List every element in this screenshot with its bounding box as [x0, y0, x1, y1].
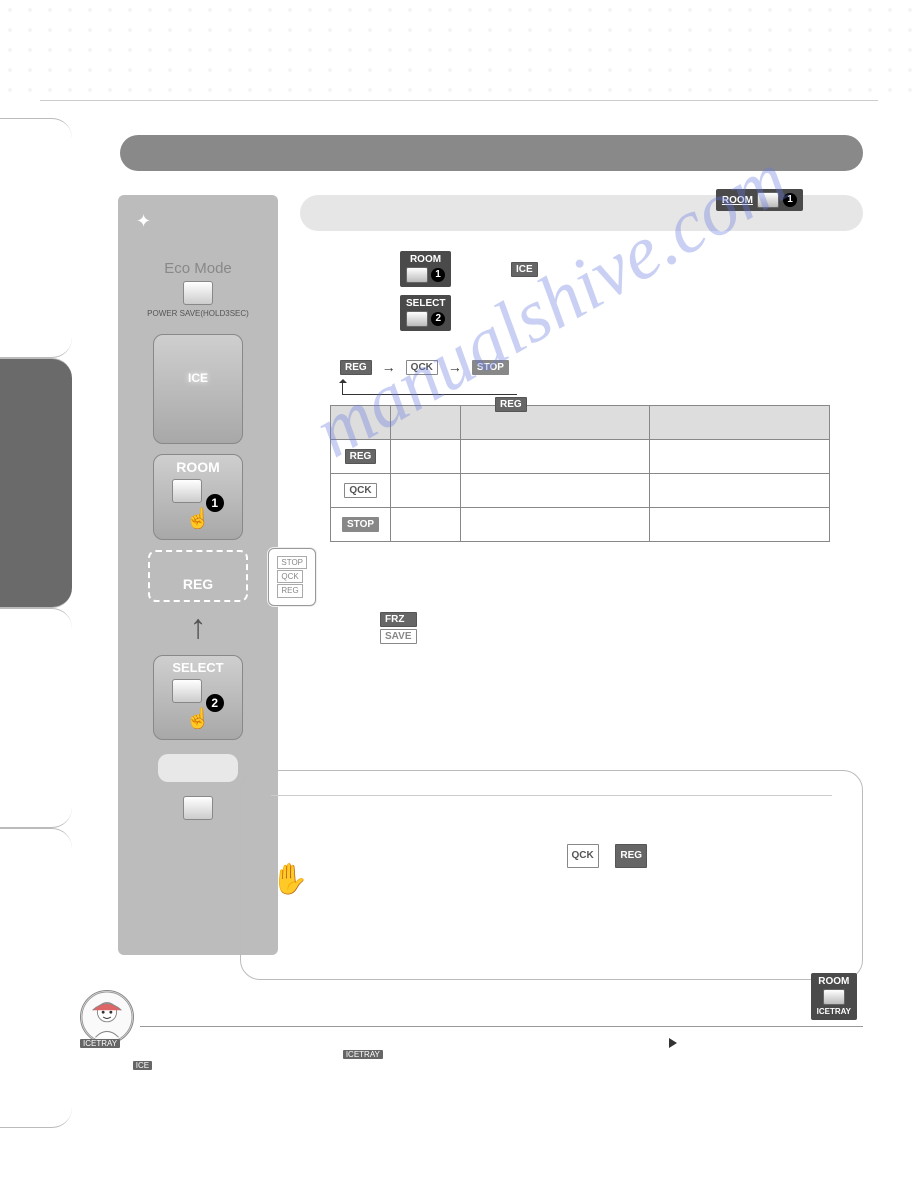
avatar-icon	[81, 991, 133, 1043]
finger-icon-2: ☝	[154, 706, 242, 731]
ice-indicator: ICE	[188, 371, 208, 385]
attention-rule	[140, 1026, 863, 1027]
corner-icetray-label: ICETRAY	[817, 1007, 851, 1016]
flow-arrow-1: →	[382, 359, 396, 375]
frz-tag: FRZ	[380, 612, 417, 627]
room-chip-heading: ROOM 1	[716, 189, 803, 211]
popup-qck: QCK	[277, 570, 302, 583]
mode-flow: REG → QCK → STOP REG	[340, 359, 863, 375]
info-qck-tag: QCK	[567, 844, 599, 868]
table-header-3	[461, 406, 650, 440]
step2-badge: 2	[431, 312, 445, 326]
operator-avatar	[80, 990, 134, 1044]
header-rule	[40, 100, 878, 101]
hand-icon: ✋	[271, 850, 537, 910]
popup-reg: REG	[277, 584, 302, 597]
content-area: ROOM 1 ROOM 1 ICE SELECT 2	[300, 195, 863, 644]
flow-arrow-2: →	[448, 359, 462, 375]
select-button-area: SELECT 2 ☝	[153, 655, 243, 740]
row-qck-tag: QCK	[344, 483, 376, 498]
corner-room-chip: ROOM ICETRAY	[811, 973, 857, 1020]
reg-label: REG	[183, 576, 213, 592]
ice-display: ICE	[153, 334, 243, 444]
row-reg-tag: REG	[345, 449, 377, 464]
room-button-label: ROOM	[154, 459, 242, 475]
step2-select-label: SELECT	[406, 298, 445, 309]
step2-select-button[interactable]	[406, 311, 428, 327]
flow-under-reg: REG	[495, 397, 527, 412]
step-1-row: ROOM 1 ICE	[400, 251, 863, 287]
finger-icon-1: ☝	[154, 506, 242, 531]
power-save-sub: POWER SAVE(HOLD3SEC)	[126, 309, 270, 318]
left-tab-1	[0, 118, 72, 358]
left-tabs	[0, 118, 72, 1128]
attention-body: ICETRAY ICE ICETRAY	[80, 1038, 863, 1071]
icetray-tag-2: ICETRAY	[343, 1050, 383, 1059]
corner-room-label: ROOM	[818, 976, 849, 987]
bottom-button[interactable]	[183, 796, 213, 820]
under-bubble	[158, 754, 238, 782]
section-heading-bar	[120, 135, 863, 171]
attention-section: ICETRAY ICE ICETRAY ROOM	[80, 990, 863, 1044]
flow-stop: STOP	[472, 360, 509, 375]
info-box: ✋ QCK REG	[240, 770, 863, 980]
table-row: REG	[331, 440, 830, 474]
flow-return-arrow	[342, 381, 517, 395]
table-row: QCK	[331, 474, 830, 508]
table-header-4	[650, 406, 830, 440]
mode-table: REG QCK STOP	[330, 405, 830, 542]
ice-tag: ICE	[133, 1061, 152, 1070]
step1-badge: 1	[431, 268, 445, 282]
frz-row: FRZ SAVE	[380, 612, 863, 644]
row-stop-tag: STOP	[342, 517, 379, 532]
header-texture	[0, 0, 918, 100]
play-icon	[669, 1038, 677, 1048]
table-row: STOP	[331, 508, 830, 542]
step-2-row: SELECT 2	[400, 295, 863, 331]
step-heading-pill: ROOM 1	[300, 195, 863, 231]
room-chip-label: ROOM	[722, 195, 753, 206]
flow-reg: REG	[340, 360, 372, 375]
info-col-right: QCK REG	[567, 804, 833, 868]
reg-highlight-zone: STOP QCK REG REG	[148, 550, 248, 602]
select-button[interactable]	[172, 679, 202, 703]
flow-qck: QCK	[406, 360, 438, 375]
left-tab-2	[0, 358, 72, 608]
icetray-tag-1: ICETRAY	[80, 1039, 120, 1048]
step1-room-button[interactable]	[406, 267, 428, 283]
info-col-left: ✋	[271, 804, 537, 916]
left-tab-4	[0, 828, 72, 1128]
step2-select-chip: SELECT 2	[400, 295, 451, 331]
table-header-2	[391, 406, 461, 440]
room-button[interactable]	[172, 479, 202, 503]
eco-mode-button[interactable]	[183, 281, 213, 305]
room-chip-button[interactable]	[757, 192, 779, 208]
table-header-1	[331, 406, 391, 440]
pill-badge-1: 1	[783, 193, 797, 207]
step1-ice-tag: ICE	[511, 262, 538, 277]
room-corner-chip: ROOM ICETRAY	[811, 973, 857, 1020]
star-icon: ✦	[136, 211, 270, 232]
arrow-up-icon: ↑	[126, 608, 270, 647]
left-tab-3	[0, 608, 72, 828]
select-button-label: SELECT	[154, 660, 242, 675]
room-button-area: ROOM 1 ☝	[153, 454, 243, 540]
corner-room-button[interactable]	[823, 989, 845, 1005]
save-tag: SAVE	[380, 629, 417, 644]
eco-mode-label: Eco Mode	[126, 260, 270, 277]
step1-room-label: ROOM	[410, 254, 441, 265]
step1-room-chip: ROOM 1	[400, 251, 451, 287]
info-reg-tag: REG	[615, 844, 647, 868]
